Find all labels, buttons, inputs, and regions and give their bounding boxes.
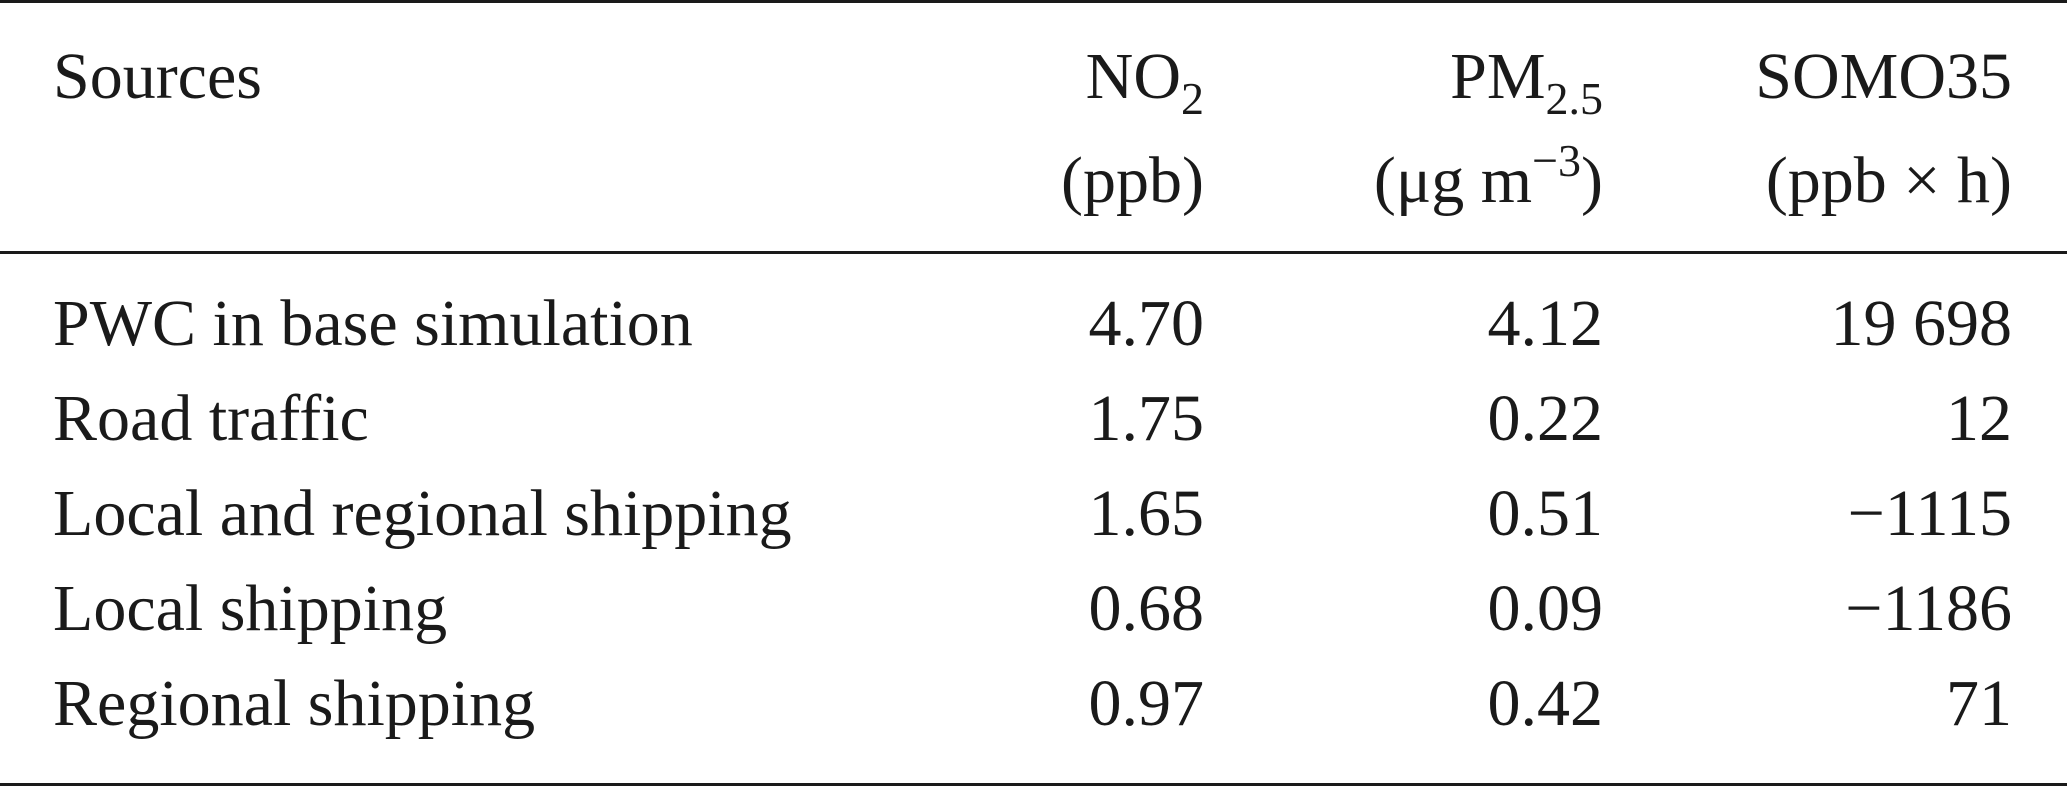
row-somo35: 12: [1946, 382, 2012, 455]
row-no2: 1.75: [1088, 382, 1205, 455]
row-somo35: 19 698: [1830, 287, 2013, 360]
header-no2-unit: (ppb): [1061, 144, 1204, 217]
row-pm25: 0.42: [1487, 667, 1604, 740]
header-pm25-subscript: 2.5: [1545, 73, 1604, 124]
row-no2: 4.70: [1088, 287, 1205, 360]
header-pm25-unit: (μg m−3): [1374, 138, 1603, 214]
header-no2-base: NO: [1085, 40, 1181, 113]
row-somo35: −1186: [1845, 572, 2012, 645]
row-source: PWC in base simulation: [53, 287, 693, 360]
header-sources: Sources: [53, 40, 262, 113]
header-somo35: SOMO35: [1755, 40, 2012, 113]
row-source: Local and regional shipping: [53, 477, 792, 550]
header-pm25-unit-pre: (μg m: [1373, 144, 1533, 217]
row-no2: 0.97: [1088, 667, 1205, 740]
header-pm25-unit-post: ): [1581, 144, 1603, 217]
header-pm25-unit-superscript: −3: [1532, 135, 1582, 186]
header-pm25-base: PM: [1450, 40, 1546, 113]
row-source: Local shipping: [53, 572, 448, 645]
row-no2: 0.68: [1088, 572, 1205, 645]
row-source: Road traffic: [53, 382, 369, 455]
row-pm25: 0.22: [1487, 382, 1604, 455]
header-no2-subscript: 2: [1181, 73, 1204, 124]
table-bottom-rule: [0, 783, 2067, 786]
header-pm25: PM2.5: [1450, 44, 1603, 122]
row-pm25: 4.12: [1487, 287, 1604, 360]
row-pm25: 0.09: [1487, 572, 1604, 645]
row-no2: 1.65: [1088, 477, 1205, 550]
table-top-rule: [0, 0, 2067, 3]
header-somo35-unit: (ppb × h): [1765, 144, 2012, 217]
row-pm25: 0.51: [1487, 477, 1604, 550]
row-source: Regional shipping: [53, 667, 536, 740]
header-no2: NO2: [1086, 44, 1204, 122]
table-header-rule: [0, 251, 2067, 254]
row-somo35: 71: [1946, 667, 2012, 740]
row-somo35: −1115: [1847, 477, 2012, 550]
